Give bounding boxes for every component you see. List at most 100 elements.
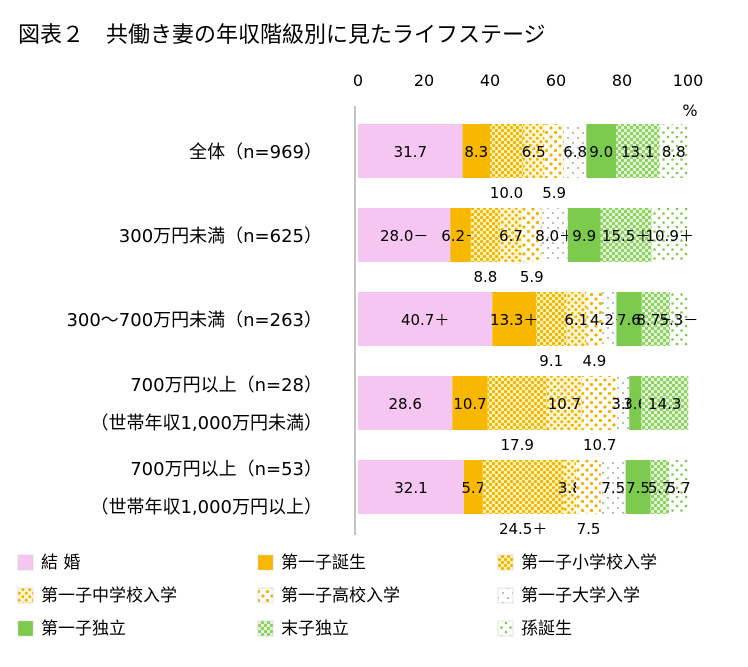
- legend-swatch: [257, 587, 274, 604]
- bar-segment: [651, 208, 688, 262]
- data-label: 3.8: [558, 479, 582, 497]
- legend-swatch: [17, 554, 34, 571]
- x-tick-label: 100: [673, 71, 704, 90]
- legend-label: 第一子独立: [41, 619, 126, 639]
- legend-label: 第一子中学校入学: [41, 586, 177, 606]
- category-label: （世帯年収1,000万円未満）: [90, 413, 322, 434]
- data-label: 15.5＋: [602, 227, 650, 245]
- data-label: 4.9: [583, 352, 607, 370]
- bar-segment: [669, 460, 688, 514]
- bar-segment: [566, 292, 587, 346]
- bar-segment: [523, 124, 545, 178]
- data-label: 9.0: [589, 143, 613, 161]
- data-label: 5.7: [667, 479, 691, 497]
- chart-title: 図表２ 共働き妻の年収階級別に見たライフステージ: [18, 23, 546, 48]
- data-label: 6.8: [563, 143, 587, 161]
- bar-segment: [499, 208, 523, 262]
- bar-segment: [650, 460, 670, 514]
- legend-label: 第一子小学校入学: [521, 553, 657, 573]
- legend-swatch: [497, 587, 514, 604]
- data-label: 6.5: [522, 143, 546, 161]
- data-label: 7.5: [626, 479, 650, 497]
- data-label: 8.3: [464, 143, 488, 161]
- legend-label: 第一子誕生: [281, 553, 366, 573]
- data-label: 10.7: [548, 395, 581, 413]
- category-label: 全体（n=969）: [189, 142, 322, 163]
- bar-segment: [522, 208, 542, 262]
- data-label: 6.1: [564, 311, 588, 329]
- bar-segment: [616, 124, 660, 178]
- data-label: 9.1: [539, 352, 563, 370]
- category-label: （世帯年収1,000万円以上）: [90, 497, 322, 518]
- legend-swatch: [257, 620, 274, 637]
- bar-segment: [450, 208, 471, 262]
- category-label: 700万円以上（n=53）: [130, 459, 322, 480]
- bar-segment: [600, 460, 626, 514]
- category-label: 300～700万円未満（n=263）: [66, 310, 322, 331]
- bar-segment: [463, 460, 483, 514]
- legend-label: 結 婚: [41, 553, 80, 573]
- legend-swatch: [497, 620, 514, 637]
- bar-segment: [462, 124, 490, 178]
- bar-segment: [602, 292, 617, 346]
- legend-label: 孫誕生: [521, 619, 572, 639]
- bar-segment: [536, 292, 567, 346]
- x-tick-label: 60: [546, 71, 566, 90]
- data-label: 10.7: [453, 395, 486, 413]
- data-label: 17.9: [501, 436, 534, 454]
- bar-segment: [616, 292, 642, 346]
- data-label: 7.5: [601, 479, 625, 497]
- data-label: 10.0: [490, 184, 523, 202]
- bar-segment: [487, 376, 547, 430]
- bar-segment: [641, 376, 689, 430]
- bar-segment: [358, 208, 451, 262]
- bar-segment: [629, 376, 642, 430]
- data-label: 8.0＋: [535, 227, 574, 245]
- category-labels: 全体（n=969） 300万円未満（n=625） 300～700万円未満（n=263…: [66, 142, 322, 518]
- category-label: 700万円以上（n=28）: [130, 375, 322, 396]
- bar-segment: [567, 208, 601, 262]
- data-label: 13.1: [621, 143, 654, 161]
- data-label: 31.7: [394, 143, 427, 161]
- bar-segment: [358, 460, 464, 514]
- data-label: 6.2－: [441, 227, 480, 245]
- bar-segment: [544, 124, 564, 178]
- bar-segment: [492, 292, 537, 346]
- bar-segment: [582, 376, 618, 430]
- x-tick-label: 0: [353, 71, 363, 90]
- data-label: 5.7: [461, 479, 485, 497]
- data-label: 13.3＋: [490, 311, 538, 329]
- x-tick-label: 20: [414, 71, 434, 90]
- bar-segment: [576, 460, 601, 514]
- legend-label: 末子独立: [281, 619, 349, 639]
- x-tick-labels: 0 20 40 60 80 100: [353, 71, 703, 90]
- data-label: 8.8: [662, 143, 686, 161]
- bar-segment: [452, 376, 488, 430]
- data-label: 5.7: [648, 479, 672, 497]
- legend-label: 第一子大学入学: [521, 586, 640, 606]
- bar-segment: [482, 460, 564, 514]
- bar-segment: [586, 124, 617, 178]
- legend-label: 第一子高校入学: [281, 586, 400, 606]
- bar-segment: [470, 208, 500, 262]
- x-unit-label: %: [682, 101, 697, 120]
- data-label: 8.8: [473, 268, 497, 286]
- data-label: 5.3－: [659, 311, 698, 329]
- bar-segment: [546, 376, 583, 430]
- bar-segment: [670, 292, 688, 346]
- bar-segment: [600, 208, 652, 262]
- bar-segment: [625, 460, 651, 514]
- bar-segment: [617, 376, 630, 430]
- bar-segment: [358, 292, 493, 346]
- bar-segment: [358, 376, 453, 430]
- bar-segment: [541, 208, 568, 262]
- data-label: 24.5＋: [499, 520, 547, 538]
- data-label: 8.7－: [636, 311, 675, 329]
- legend-swatch: [17, 587, 34, 604]
- data-label: 5.9: [520, 268, 544, 286]
- data-label: 5.9: [542, 184, 566, 202]
- data-label: 28.0－: [380, 227, 428, 245]
- data-label: 32.1: [394, 479, 427, 497]
- bar-segment: [490, 124, 523, 178]
